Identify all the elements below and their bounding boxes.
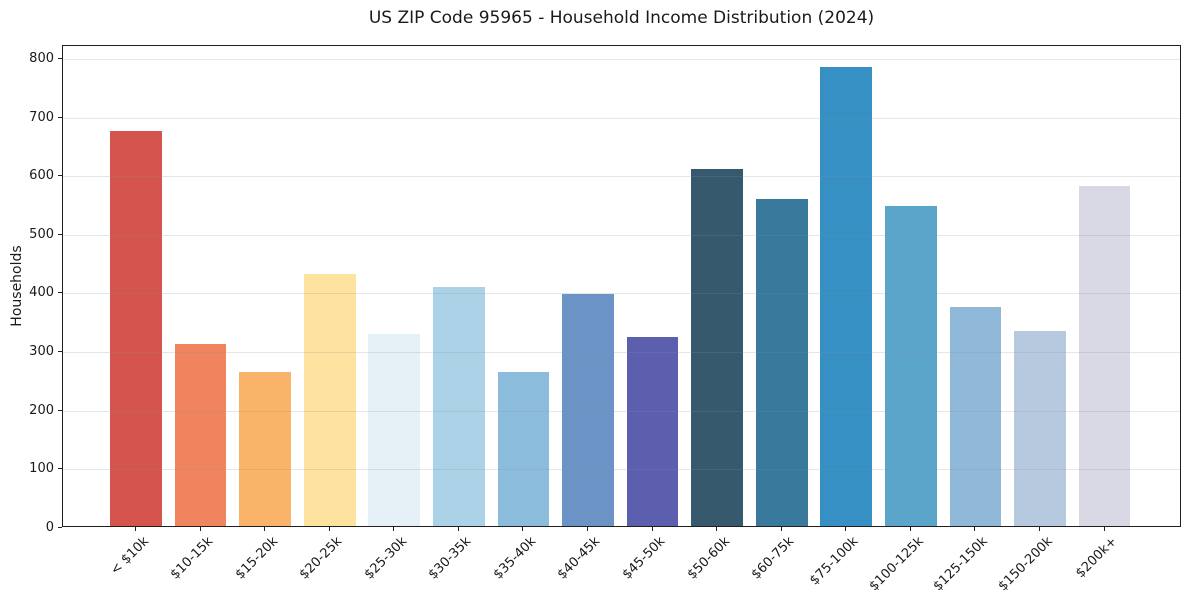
x-tick-label: $75-100k <box>807 534 862 589</box>
y-tick-label: 200 <box>29 402 54 418</box>
bar-$125-150k <box>949 306 1002 526</box>
x-axis-tick <box>457 527 459 531</box>
gridline-800 <box>63 58 1180 60</box>
x-tick-label: $10-15k <box>167 534 217 583</box>
y-axis-tick <box>58 233 62 235</box>
bar-$35-40k <box>497 371 550 526</box>
y-tick-label: 700 <box>29 109 54 125</box>
x-tick-label: $25-30k <box>361 534 410 583</box>
bar-$10-15k <box>174 343 227 526</box>
bar-< $10k <box>110 131 162 526</box>
gridline-200 <box>63 410 1180 412</box>
x-tick-label: $100-125k <box>866 534 927 590</box>
x-tick-label: $20-25k <box>296 534 346 583</box>
x-axis-tick <box>716 527 718 531</box>
x-tick-label: $30-35k <box>425 534 475 583</box>
x-tick-label: < $10k <box>107 534 152 579</box>
y-tick-label: 0 <box>45 520 54 535</box>
y-axis-tick <box>58 175 62 177</box>
x-axis-tick <box>393 527 395 531</box>
x-tick-label: $45-50k <box>619 534 669 583</box>
bar-$75-100k <box>820 66 873 526</box>
y-tick-label: 100 <box>29 461 54 477</box>
x-axis-tick <box>522 527 524 531</box>
x-axis-tick <box>974 527 976 531</box>
x-axis-tick <box>845 527 847 531</box>
plot-area <box>62 45 1181 527</box>
y-axis-tick <box>58 409 62 411</box>
x-tick-label: $35-40k <box>490 534 540 583</box>
bar-$45-50k <box>626 337 679 526</box>
x-axis-tick <box>135 527 136 531</box>
x-tick-label: $200k+ <box>1073 534 1121 582</box>
bar-$25-30k <box>368 333 421 526</box>
bar-$40-45k <box>562 293 614 526</box>
y-tick-label: 500 <box>29 226 54 242</box>
gridline-700 <box>63 117 1180 119</box>
gridline-500 <box>63 234 1180 236</box>
y-tick-label: 800 <box>29 50 54 66</box>
x-axis-tick <box>651 527 653 531</box>
x-axis-tick <box>909 527 911 531</box>
bar-$30-35k <box>433 286 485 526</box>
bar-$200k+ <box>1078 185 1131 526</box>
x-tick-label: $15-20k <box>232 534 281 583</box>
y-axis-tick <box>58 527 62 528</box>
x-axis-tick <box>328 527 330 531</box>
x-tick-label: $150-200k <box>995 534 1056 590</box>
y-tick-label: 300 <box>29 344 54 360</box>
bar-$20-25k <box>303 273 356 526</box>
y-tick-label: 400 <box>29 285 54 301</box>
y-axis-tick <box>58 351 62 353</box>
bar-$100-125k <box>885 206 937 526</box>
bar-$150-200k <box>1014 330 1066 526</box>
y-axis-tick <box>58 116 62 118</box>
y-axis-tick <box>58 57 62 59</box>
bar-$50-60k <box>691 168 743 526</box>
x-tick-label: $40-45k <box>555 534 604 583</box>
gridline-300 <box>63 352 1180 354</box>
bar-$15-20k <box>239 371 291 526</box>
gridline-600 <box>63 176 1180 178</box>
chart-title: US ZIP Code 95965 - Household Income Dis… <box>368 8 875 28</box>
gridline-400 <box>63 293 1180 295</box>
x-axis-tick <box>264 527 266 531</box>
y-axis-tick <box>58 468 62 470</box>
x-axis-tick <box>199 527 201 531</box>
x-tick-label: $125-150k <box>930 534 992 590</box>
x-axis-tick <box>780 527 782 531</box>
x-tick-label: $50-60k <box>684 534 733 583</box>
x-axis-tick <box>586 527 588 531</box>
gridline-100 <box>63 469 1180 471</box>
x-tick-label: $60-75k <box>748 534 798 583</box>
y-axis-tick <box>58 292 62 294</box>
y-tick-label: 600 <box>29 168 54 184</box>
x-axis-tick <box>1103 527 1105 531</box>
x-axis-tick <box>1038 527 1040 531</box>
bar-$60-75k <box>755 199 808 526</box>
